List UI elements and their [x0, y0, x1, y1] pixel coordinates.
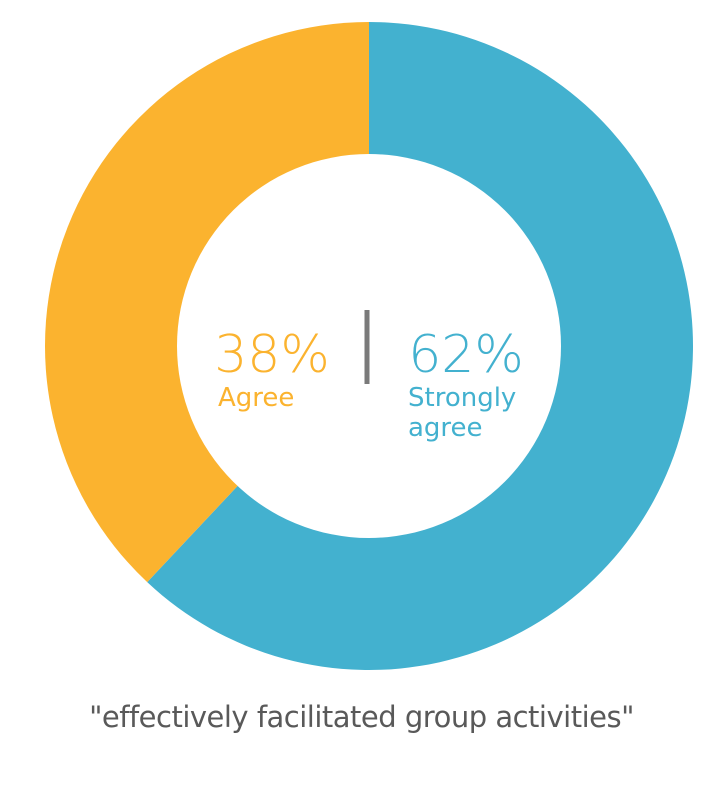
chart-caption: "effectively facilitated group activitie…	[89, 700, 634, 734]
strongly-agree-category-label-line2: agree	[408, 413, 483, 443]
agree-percent-label: 38%	[214, 325, 330, 385]
strongly-agree-percent-label: 62%	[408, 325, 524, 385]
strongly-agree-category-label-line1: Strongly	[408, 383, 516, 413]
agree-category-label: Agree	[218, 383, 294, 413]
